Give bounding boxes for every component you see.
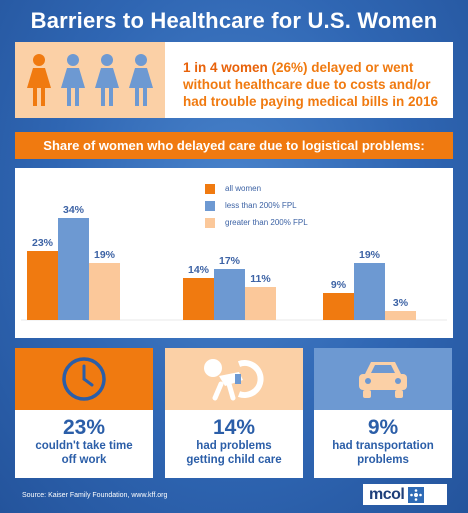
legend-item: less than 200% FPL xyxy=(205,197,308,214)
legend-item: greater than 200% FPL xyxy=(205,214,308,231)
card-line2: off work xyxy=(61,454,107,466)
card-time-off: 23% couldn't take time off work xyxy=(15,348,153,478)
bar-less-200 xyxy=(354,263,385,320)
bar-greater-200 xyxy=(89,263,120,320)
legend-label: greater than 200% FPL xyxy=(225,218,308,227)
legend-item: all women xyxy=(205,180,308,197)
bar-value-label: 3% xyxy=(393,297,409,309)
logo-text: mcol xyxy=(369,485,405,503)
bar-value-label: 19% xyxy=(94,249,116,261)
stat-line1: (26%) delayed or went xyxy=(267,60,414,75)
bar-value-label: 19% xyxy=(359,249,381,261)
bar-value-label: 14% xyxy=(188,264,210,276)
page-title: Barriers to Healthcare for U.S. Women xyxy=(30,8,438,33)
source-note: Source: Kaiser Family Foundation, www.kf… xyxy=(22,492,168,499)
woman-icon xyxy=(95,54,119,106)
card-line2: problems xyxy=(357,454,409,466)
bar-all-women xyxy=(323,293,354,320)
stat-highlight: 1 in 4 women xyxy=(183,60,268,75)
logo-mark-icon xyxy=(408,486,425,503)
card-line1: couldn't take time xyxy=(35,440,133,452)
bar-greater-200 xyxy=(245,287,276,320)
card-line1: had problems xyxy=(196,440,272,452)
bar-less-200 xyxy=(58,218,89,320)
card-child-care: 14% had problems getting child care xyxy=(165,348,303,478)
legend-swatch-greater-200 xyxy=(205,217,215,228)
stat-text: 1 in 4 women (26%) delayed or went witho… xyxy=(165,42,453,118)
legend-label: all women xyxy=(225,184,262,193)
baby-icon xyxy=(204,359,264,401)
bar-greater-200 xyxy=(385,311,416,320)
woman-icon-highlighted xyxy=(27,54,51,106)
bar-value-label: 23% xyxy=(32,237,54,249)
chart-panel: 23% 34% 19% 14% 17% 11% 9% 19% 3% all women less… xyxy=(15,168,453,338)
card-line2: getting child care xyxy=(186,454,282,466)
stat-line3: had trouble paying medical bills in 2016 xyxy=(183,94,439,109)
women-icons xyxy=(15,42,165,118)
stat-banner: 1 in 4 women (26%) delayed or went witho… xyxy=(15,42,453,118)
bar-all-women xyxy=(27,251,58,320)
bar-value-label: 11% xyxy=(250,273,271,285)
woman-icon xyxy=(129,54,153,106)
bar-chart: 23% 34% 19% 14% 17% 11% 9% 19% 3% xyxy=(21,204,447,321)
women-icon-row xyxy=(27,54,153,106)
woman-icon xyxy=(61,54,85,106)
legend-swatch-all-women xyxy=(205,183,215,194)
card-percent: 23% xyxy=(62,416,106,439)
card-percent: 14% xyxy=(212,416,256,439)
bar-value-label: 17% xyxy=(219,255,241,267)
clock-icon xyxy=(62,357,106,401)
stat-line2: without healthcare due to costs and/or xyxy=(183,77,431,92)
card-transportation: 9% had transportation problems xyxy=(314,348,452,478)
chart-header: Share of women who delayed care due to l… xyxy=(15,132,453,159)
bar-value-label: 34% xyxy=(63,204,85,216)
mcol-logo: mcol xyxy=(363,484,447,505)
legend-swatch-less-200 xyxy=(205,200,215,211)
legend-label: less than 200% FPL xyxy=(225,201,297,210)
bar-less-200 xyxy=(214,269,245,320)
chart-legend: all women less than 200% FPL greater tha… xyxy=(205,180,308,231)
car-icon xyxy=(359,362,407,398)
bar-value-label: 9% xyxy=(331,279,347,291)
card-percent: 9% xyxy=(367,416,399,439)
bar-all-women xyxy=(183,278,214,320)
card-icon-area xyxy=(15,348,153,410)
card-icon-area xyxy=(314,348,452,410)
card-line1: had transportation xyxy=(332,440,434,452)
card-icon-area xyxy=(165,348,303,410)
